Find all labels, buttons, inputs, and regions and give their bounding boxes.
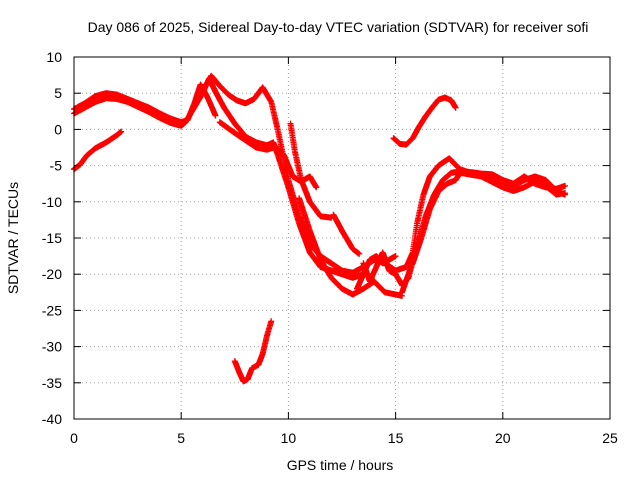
series-track-j	[354, 253, 399, 292]
series-track-h	[330, 211, 363, 257]
y-tick-label: -10	[42, 194, 62, 210]
y-tick-label: -35	[42, 375, 62, 391]
y-tick-label: -20	[42, 266, 62, 282]
data-markers	[287, 120, 335, 221]
series-track-f	[287, 120, 335, 221]
y-axis-label: SDTVAR / TECUs	[5, 182, 21, 294]
series-track-e	[216, 119, 320, 191]
data-markers	[296, 195, 405, 299]
series-track-n	[231, 318, 275, 385]
series-track-m	[390, 94, 459, 148]
y-tick-label: 0	[54, 121, 62, 137]
x-tick-label: 5	[177, 430, 185, 446]
series-track-b	[71, 75, 367, 281]
y-tick-label: 10	[46, 49, 62, 65]
y-tick-label: -5	[50, 158, 63, 174]
data-layer	[71, 72, 568, 385]
x-axis-label: GPS time / hours	[287, 457, 394, 473]
data-markers	[231, 318, 275, 385]
data-markers	[216, 119, 320, 191]
y-tick-label: -25	[42, 302, 62, 318]
chart-title: Day 086 of 2025, Sidereal Day-to-day VTE…	[88, 19, 589, 35]
data-markers	[409, 169, 568, 267]
series-track-g	[296, 195, 405, 299]
data-markers	[354, 253, 399, 292]
series-track-d	[195, 72, 568, 276]
series-track-l	[409, 169, 568, 267]
y-tick-label: -40	[42, 411, 62, 427]
tick-labels: 0 5 10 15 20 25 10 5 0 -5 -10 -15 -20 -25 -30 -35 -40	[42, 49, 618, 446]
y-tick-label: -15	[42, 230, 62, 246]
ticks	[73, 56, 611, 420]
x-tick-label: 10	[281, 430, 297, 446]
data-markers	[71, 75, 367, 281]
x-tick-label: 25	[602, 430, 618, 446]
data-markers	[195, 72, 568, 276]
x-tick-label: 20	[495, 430, 511, 446]
data-markers	[330, 211, 363, 257]
x-tick-label: 0	[70, 430, 78, 446]
y-tick-label: 5	[54, 85, 62, 101]
data-markers	[390, 94, 459, 148]
x-tick-label: 15	[388, 430, 404, 446]
y-tick-label: -30	[42, 339, 62, 355]
